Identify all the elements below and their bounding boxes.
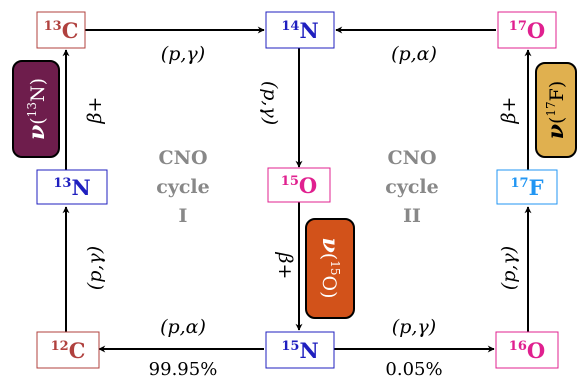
neutrino-badge-o15: ν(15O) [305,218,355,319]
neutrino-symbol: ν [317,238,343,253]
mass-number: 15 [281,339,299,354]
nuclide-n14: 14N [265,11,335,49]
beta-label-o15-n15: β+ [274,252,296,280]
cycle-one-line-3: I [179,205,188,227]
cycle-label-two: CNO cycle II [385,147,438,227]
element-symbol: O [527,18,545,43]
element-symbol: N [299,338,318,363]
element-symbol: C [69,338,86,363]
svg-text:17F: 17F [510,175,543,200]
nuclide-o17: 17O [497,11,557,49]
svg-text:15N: 15N [281,338,318,363]
mass-number: 13 [53,176,71,191]
neutrino-mass: 15 [328,260,342,275]
mass-number: 12 [51,339,69,354]
arrows [62,26,532,353]
nuclide-c13: 13C [36,11,86,49]
nuclide-o16: 16O [495,331,559,369]
neutrino-symbol: ν [24,125,50,140]
svg-text:12C: 12C [51,338,86,363]
svg-text:15O: 15O [281,173,317,198]
reaction-label-n14-o15: (p,γ) [259,81,281,125]
mass-number: 14 [281,19,299,34]
element-symbol: N [71,175,90,200]
cycle-one-line-1: CNO [158,147,207,169]
svg-text:13C: 13C [44,18,79,43]
nuclide-n15: 15N [265,331,335,369]
element-symbol: F [529,175,544,200]
svg-text:ν(17F): ν(17F) [543,81,569,140]
beta-label-n13-c13: β+ [84,97,106,125]
reaction-labels: (p,γ) (p,α) (p,γ) (p,γ) (p,γ) (p,α) (p,γ… [84,43,520,338]
cycle-two-line-2: cycle [385,176,438,198]
element-symbol: N [299,18,318,43]
svg-text:13N: 13N [53,175,90,200]
cycle-two-line-3: II [403,205,421,227]
reaction-label-n15-o16: (p,γ) [392,316,436,338]
branching-cycle2: 0.05% [385,359,442,380]
cycle-label-one: CNO cycle I [156,147,209,227]
neutrino-mass: 17 [544,101,558,116]
svg-text:14N: 14N [281,18,318,43]
nuclide-o15: 15O [267,167,331,203]
mass-number: 16 [509,339,527,354]
neutrino-element: N [27,85,49,102]
neutrino-symbol: ν [543,124,569,139]
beta-label-f17-o17: β+ [498,97,520,125]
svg-text:16O: 16O [509,338,545,363]
nuclide-f17: 17F [496,169,558,205]
neutrino-element: O [318,275,340,291]
neutrino-badge-f17: ν(17F) [535,62,577,158]
reaction-label-o16-f17: (p,γ) [498,246,520,290]
svg-text:ν(13N): ν(13N) [24,78,50,140]
neutrino-badge-n13: ν(13N) [12,60,60,158]
neutrino-mass: 13 [25,102,39,117]
neutrino-element: F [546,88,568,101]
mass-number: 17 [509,19,527,34]
element-symbol: O [527,338,545,363]
svg-text:ν(15O): ν(15O) [317,238,343,299]
nuclide-n13: 13N [36,169,108,205]
nuclide-c12: 12C [36,331,100,369]
element-symbol: C [62,18,79,43]
reaction-label-n15-c12: (p,α) [160,316,206,338]
branching-cycle1: 99.95% [149,359,218,380]
mass-number: 15 [281,174,299,189]
cycle-one-line-2: cycle [156,176,209,198]
cycle-two-line-1: CNO [387,147,436,169]
mass-number: 13 [44,19,62,34]
reaction-label-c13-n14: (p,γ) [161,43,205,65]
svg-text:17O: 17O [509,18,545,43]
reaction-label-o17-n14: (p,α) [391,43,437,65]
reaction-label-c12-n13: (p,γ) [84,246,106,290]
mass-number: 17 [510,176,528,191]
element-symbol: O [299,173,317,198]
